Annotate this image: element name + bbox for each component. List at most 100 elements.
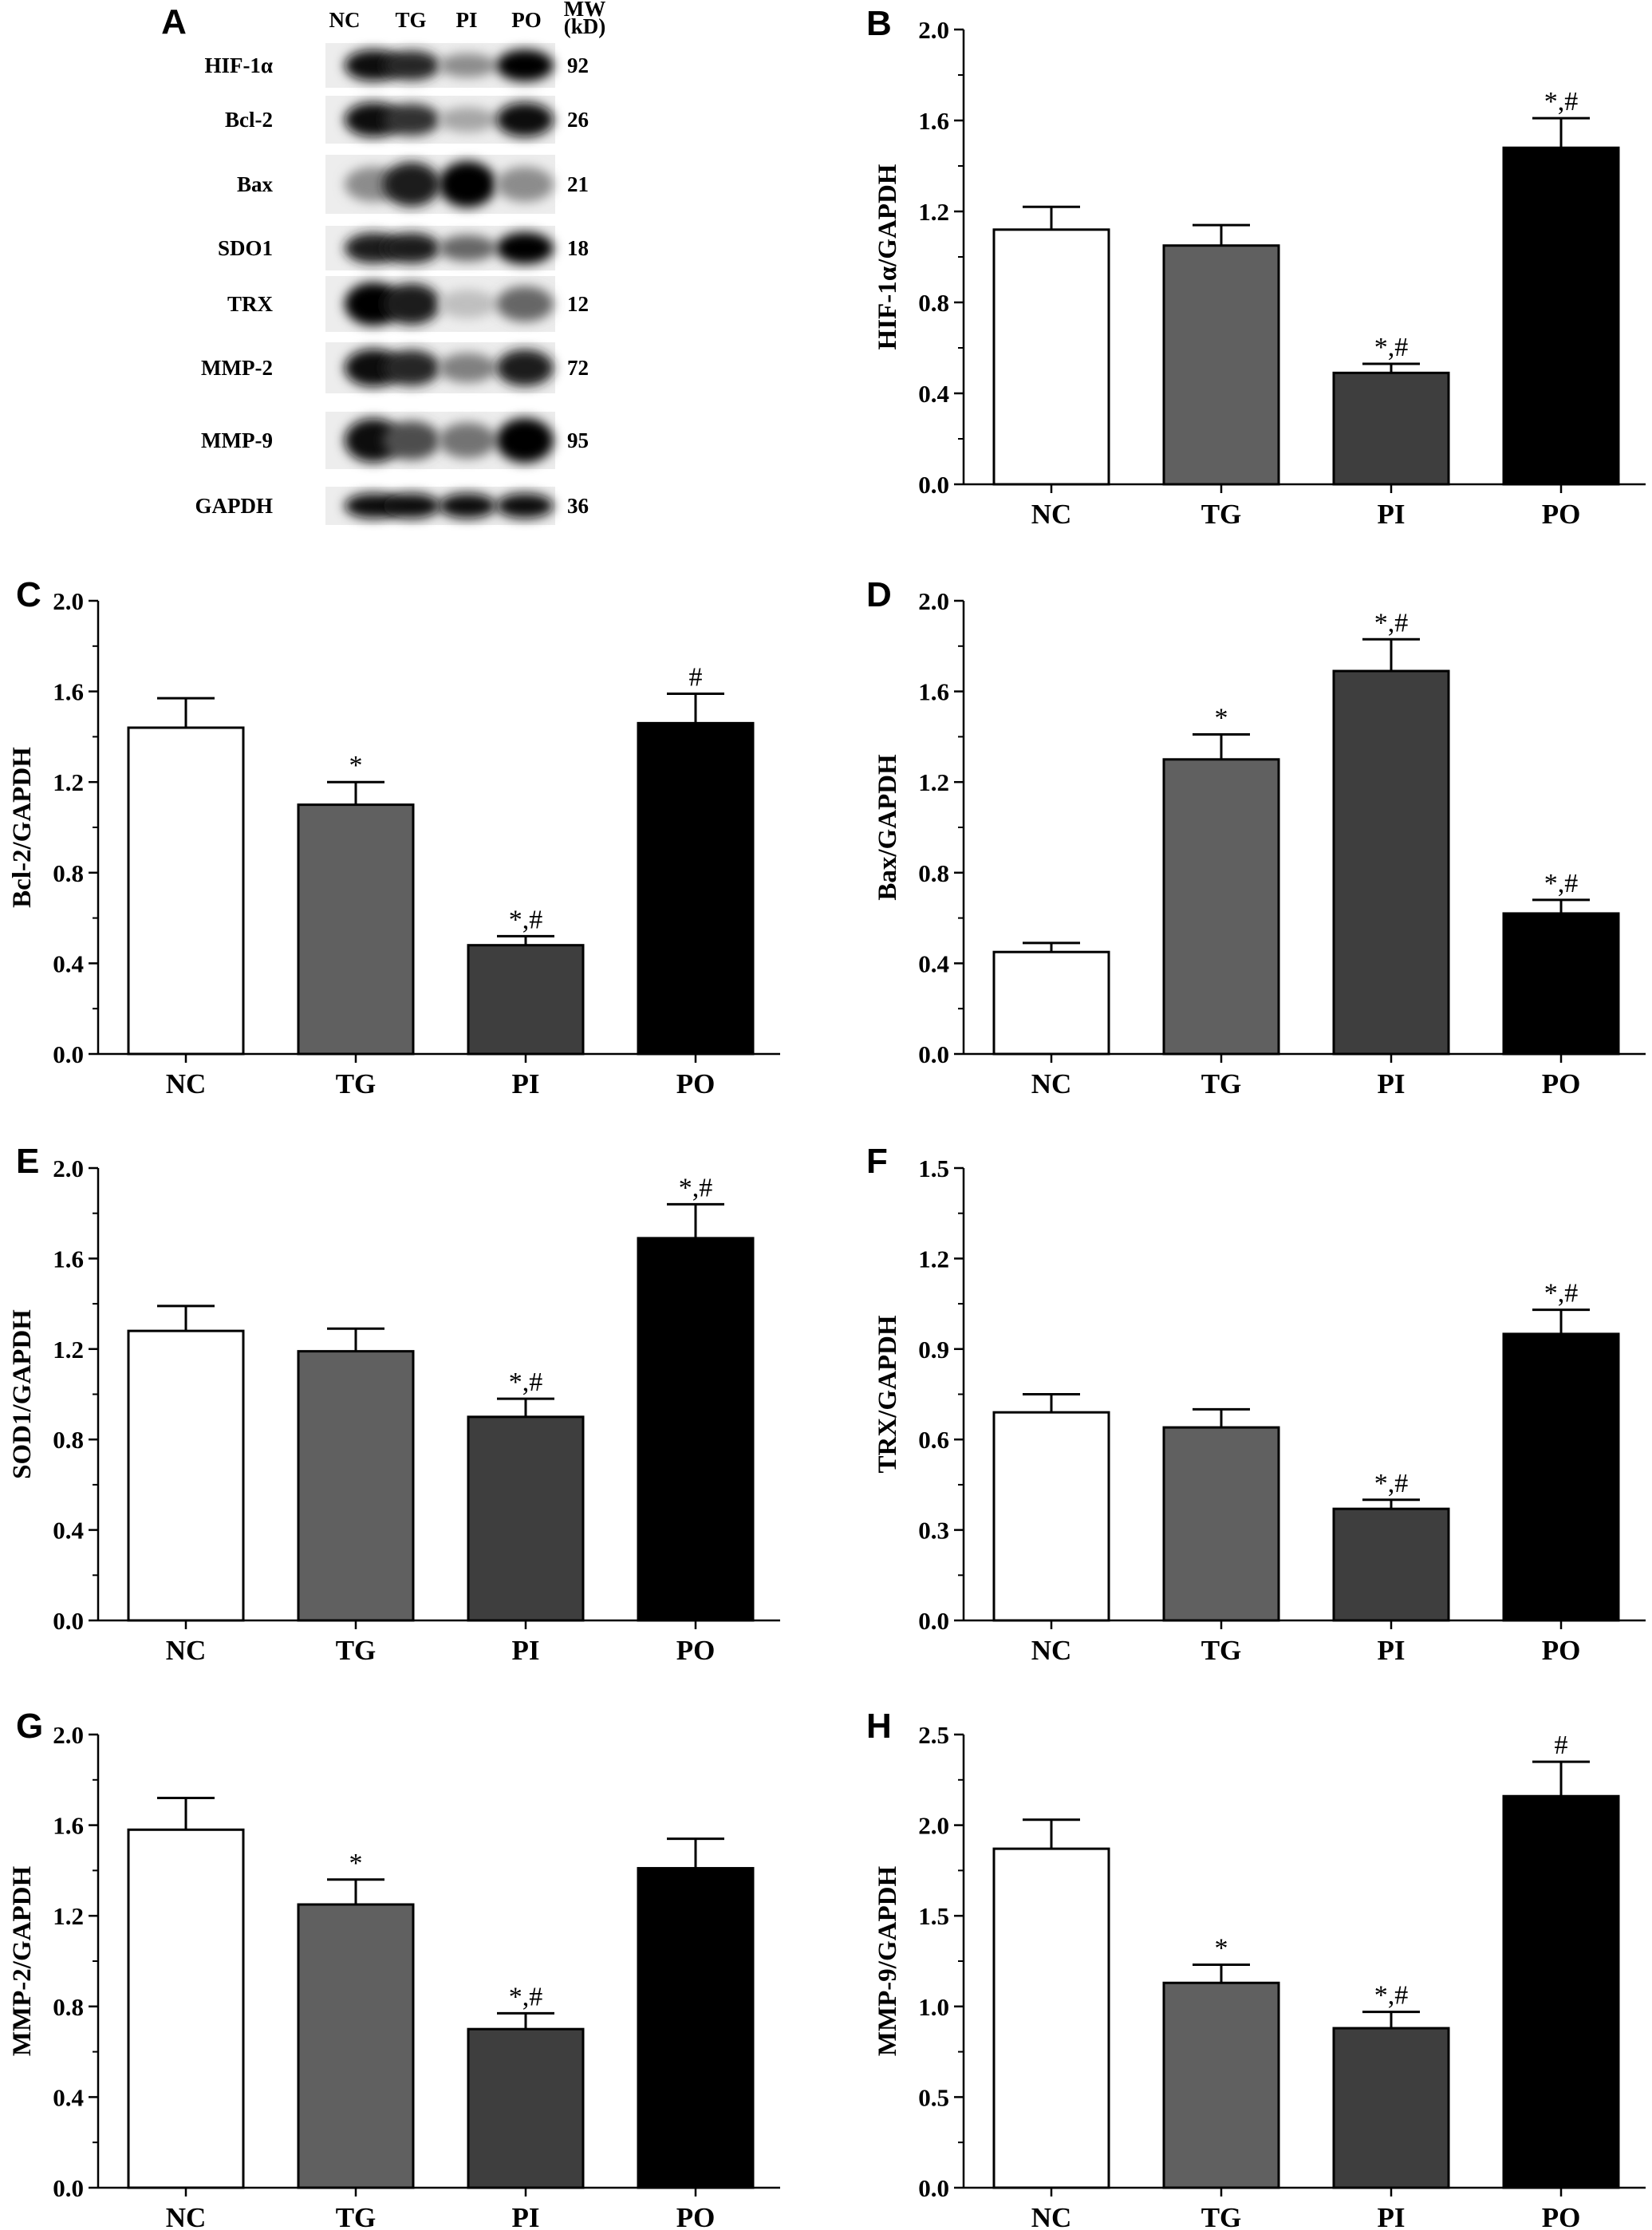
protein-label: GAPDH [195, 494, 274, 518]
chart-panel-g: G 0.0 0.4 0.8 1.2 1.6 2.0 MMP-2/GAPDH NC * TG *,# PI… [8, 1707, 780, 2230]
bar [1502, 1332, 1620, 1622]
blot-band [496, 493, 554, 519]
x-tick-label: NC [1031, 1635, 1072, 1666]
x-tick-label: PO [1542, 499, 1581, 530]
y-tick-label: 0.4 [53, 2083, 84, 2111]
blot-band [439, 353, 496, 383]
bar [1502, 146, 1620, 486]
mw-value: 36 [567, 494, 589, 518]
x-tick-label: PI [1378, 2202, 1406, 2230]
bar [297, 1903, 415, 2189]
bar [1332, 669, 1450, 1056]
x-tick-label: NC [166, 1635, 207, 1666]
y-tick-label: 2.0 [53, 1721, 84, 1749]
blot-band [383, 162, 440, 207]
y-axis-title: Bcl-2/GAPDH [8, 747, 37, 908]
lane-label: TG [395, 8, 426, 32]
x-tick-label: TG [1201, 499, 1242, 530]
x-tick-label: PO [676, 1068, 716, 1099]
y-tick-label: 0.0 [918, 1040, 949, 1068]
bar [637, 1867, 755, 2189]
x-tick-label: NC [1031, 499, 1072, 530]
significance-label: *,# [1544, 1279, 1579, 1308]
y-tick-label: 2.0 [53, 587, 84, 615]
significance-label: * [349, 1849, 363, 1878]
y-tick-label: 1.6 [918, 107, 949, 135]
bar [467, 1415, 585, 1622]
blot-row: Bcl-2 26 [225, 96, 589, 144]
y-axis-title: MMP-9/GAPDH [873, 1866, 902, 2057]
panel-letter: F [866, 1142, 888, 1181]
bar-charts: B 0.0 0.4 0.8 1.2 1.6 2.0 HIF-1α/GAPDH NC TG *,# PI… [8, 4, 1646, 2230]
y-tick-label: 2.0 [918, 587, 949, 615]
bar [467, 944, 585, 1056]
blot-band [496, 418, 554, 463]
blot-band [439, 235, 496, 262]
bar [637, 1237, 755, 1622]
y-tick-label: 0.4 [918, 949, 949, 977]
bar [1162, 758, 1280, 1056]
y-tick-label: 1.2 [53, 768, 84, 796]
y-tick-label: 1.2 [53, 1902, 84, 1930]
chart-panel-b: B 0.0 0.4 0.8 1.2 1.6 2.0 HIF-1α/GAPDH NC TG *,# PI… [866, 4, 1646, 530]
x-tick-label: PO [676, 1635, 716, 1666]
protein-label: MMP-2 [201, 356, 273, 380]
blot-row: GAPDH 36 [195, 487, 589, 525]
x-tick-label: PO [1542, 2202, 1581, 2230]
x-tick-label: NC [166, 2202, 207, 2230]
x-tick-label: PI [512, 1635, 540, 1666]
y-tick-label: 1.5 [918, 1902, 949, 1930]
y-tick-label: 1.6 [918, 678, 949, 706]
y-axis-title: HIF-1α/GAPDH [873, 164, 902, 349]
blot-band [439, 493, 496, 519]
y-tick-label: 0.8 [53, 1993, 84, 2021]
blot-row: Bax 21 [237, 155, 589, 214]
y-tick-label: 1.0 [918, 1993, 949, 2021]
y-axis-title: SOD1/GAPDH [8, 1309, 37, 1479]
bar [992, 1411, 1110, 1622]
blot-band [439, 290, 496, 318]
y-tick-label: 1.2 [918, 1245, 949, 1273]
bar [992, 228, 1110, 486]
mw-value: 26 [567, 108, 589, 132]
blot-band [383, 420, 440, 460]
bar [1162, 244, 1280, 486]
y-tick-label: 2.0 [918, 1812, 949, 1840]
x-tick-label: PO [676, 2202, 716, 2230]
y-tick-label: 0.6 [918, 1426, 949, 1454]
y-tick-label: 1.2 [918, 198, 949, 226]
lane-label: PI [456, 8, 478, 32]
blot-band [383, 103, 440, 136]
blot-band [383, 493, 440, 519]
bar [1502, 1794, 1620, 2189]
chart-panel-c: C 0.0 0.4 0.8 1.2 1.6 2.0 Bcl-2/GAPDH NC * TG *,# PI… [8, 575, 780, 1099]
y-tick-label: 0.4 [918, 380, 949, 408]
significance-label: *,# [1374, 1981, 1409, 2011]
y-tick-label: 0.0 [918, 2174, 949, 2202]
y-tick-label: 1.6 [53, 1245, 84, 1273]
mw-value: 72 [567, 356, 589, 380]
protein-label: Bax [237, 172, 274, 196]
y-tick-label: 0.8 [53, 1426, 84, 1454]
bar [127, 726, 245, 1056]
bar [127, 1329, 245, 1622]
y-tick-label: 1.6 [53, 1812, 84, 1840]
panel-letter: C [16, 575, 41, 614]
panel-letter: H [866, 1707, 892, 1746]
chart-panel-e: E 0.0 0.4 0.8 1.2 1.6 2.0 SOD1/GAPDH NC TG *,# PI *,… [8, 1142, 780, 1666]
panel-letter: D [866, 575, 892, 614]
y-tick-label: 0.9 [918, 1336, 949, 1364]
chart-panel-f: F 0.0 0.3 0.6 0.9 1.2 1.5 TRX/GAPDH NC TG *,# PI *,#… [866, 1142, 1646, 1666]
x-tick-label: PI [512, 2202, 540, 2230]
significance-label: * [1215, 704, 1228, 733]
x-tick-label: NC [1031, 1068, 1072, 1099]
panel-letter-a: A [161, 2, 187, 41]
x-tick-label: PI [1378, 1068, 1406, 1099]
significance-label: *,# [1544, 87, 1579, 116]
bar [1332, 1507, 1450, 1622]
significance-label: *,# [509, 1368, 543, 1397]
y-tick-label: 0.5 [918, 2083, 949, 2111]
significance-label: *,# [1374, 333, 1409, 362]
y-tick-label: 0.8 [53, 859, 84, 887]
x-tick-label: PI [512, 1068, 540, 1099]
